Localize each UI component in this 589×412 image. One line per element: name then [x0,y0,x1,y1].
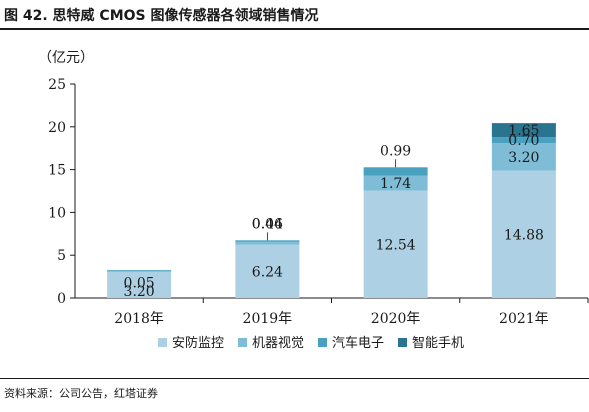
y-tick-label: 25 [48,77,66,93]
data-label: 6.24 [252,264,283,280]
data-label: 1.65 [508,123,539,139]
data-label: 0.05 [124,276,155,292]
source-note: 资料来源：公司公告，红塔证券 [4,387,158,400]
bar-segment-1 [235,244,300,298]
y-unit-label: （亿元） [38,50,94,66]
legend-label: 汽车电子 [332,335,384,351]
data-label: 14.88 [504,227,544,243]
source-rule [0,378,589,379]
legend-swatch-4 [398,338,407,347]
legend-label: 智能手机 [412,336,464,351]
title-rule [0,28,589,30]
y-tick-label: 0 [57,291,66,307]
bar-segment-3 [235,240,300,242]
data-label: 0.04 [252,216,283,232]
bar-segment-1 [363,190,428,298]
y-tick-label: 15 [48,163,66,179]
legend-swatch-2 [238,338,247,347]
y-tick-label: 10 [48,205,66,221]
x-tick-label: 2021年 [499,311,549,327]
data-label: 0.46 [252,216,283,232]
legend-label: 机器视觉 [252,336,304,351]
chart-canvas: （亿元）05101520252018年3.200.052019年6.240.46… [38,50,589,351]
data-label: 3.20 [124,284,155,300]
data-label: 3.20 [508,150,539,166]
bar-segment-3 [107,270,172,272]
bar-segment-3 [363,167,428,176]
data-label: 12.54 [376,237,416,253]
legend-swatch-1 [158,338,167,347]
legend-label: 安防监控 [172,335,224,351]
x-tick-label: 2018年 [114,311,164,327]
y-tick-label: 20 [48,120,66,136]
bar-segment-1 [491,170,556,298]
bar-segment-4 [491,123,556,138]
bar-segment-2 [491,143,556,171]
bar-segment-3 [491,137,556,144]
data-label: 1.74 [380,176,411,192]
legend-swatch-3 [318,338,327,347]
bar-segment-1 [107,270,172,298]
x-tick-label: 2019年 [243,311,293,327]
data-label: 0.99 [380,143,411,159]
data-label: 0.70 [508,133,539,149]
figure-title: 图 42. 思特威 CMOS 图像传感器各领域销售情况 [4,8,319,24]
bar-segment-2 [235,240,300,245]
x-tick-label: 2020年 [371,311,421,327]
y-tick-label: 5 [57,248,66,264]
bar-segment-2 [363,175,428,191]
